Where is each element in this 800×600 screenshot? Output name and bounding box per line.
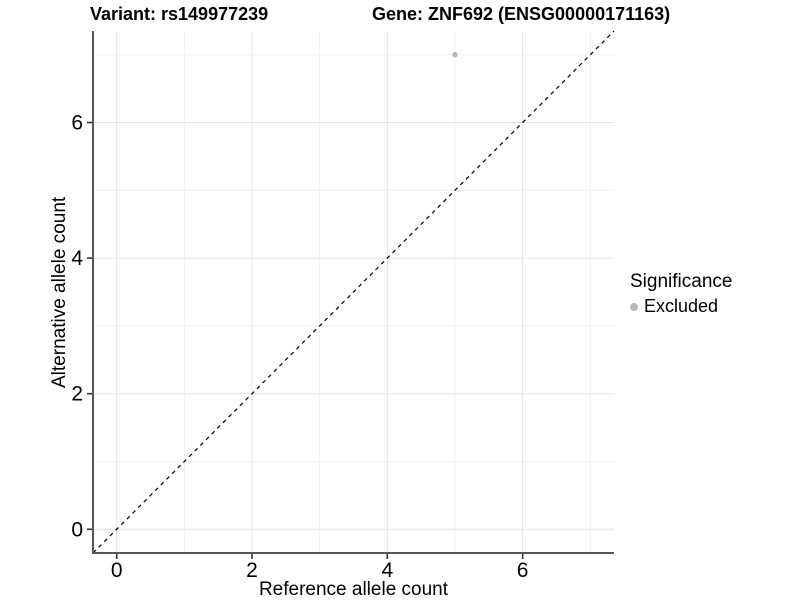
y-tick-label: 0 xyxy=(71,518,83,541)
y-axis-label: Alternative allele count xyxy=(49,196,70,388)
legend-item-label: Excluded xyxy=(644,296,719,316)
legend-title: Significance xyxy=(630,271,733,292)
legend: Significance Excluded xyxy=(630,270,732,317)
plot-title-variant: Variant: rs149977239 xyxy=(90,4,269,24)
legend-item-excluded: Excluded xyxy=(630,296,732,317)
data-point-excluded xyxy=(452,52,458,58)
y-tick-label: 6 xyxy=(71,112,83,135)
x-tick-label: 0 xyxy=(111,559,123,582)
x-tick-label: 2 xyxy=(246,559,258,582)
x-tick-label: 4 xyxy=(381,559,393,582)
plot-title-gene: Gene: ZNF692 (ENSG00000171163) xyxy=(372,4,671,24)
y-tick-label: 4 xyxy=(71,247,83,270)
identity-dashed-line xyxy=(92,30,615,554)
y-tick-label: 2 xyxy=(71,383,83,406)
excluded-marker-icon xyxy=(630,302,638,311)
x-tick-label: 6 xyxy=(517,559,529,582)
x-axis-label: Reference allele count xyxy=(258,579,449,600)
